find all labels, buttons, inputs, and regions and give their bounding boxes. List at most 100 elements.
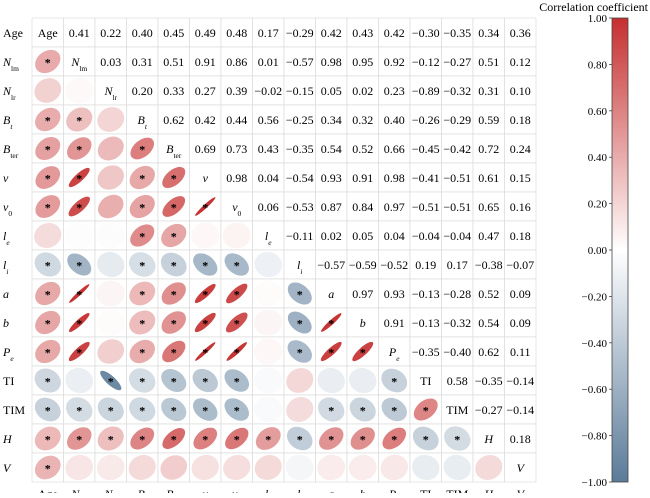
significance-marker: * bbox=[297, 288, 303, 302]
matrix-cell: * bbox=[126, 278, 159, 309]
matrix-cell: * bbox=[94, 394, 127, 425]
correlation-ellipse bbox=[192, 368, 218, 393]
cell-border bbox=[283, 75, 316, 106]
correlation-ellipse bbox=[412, 426, 439, 451]
matrix-cell: * bbox=[346, 336, 379, 367]
correlation-ellipse bbox=[317, 454, 346, 481]
matrix-cell: 0.97 bbox=[378, 191, 411, 222]
correlation-ellipse bbox=[193, 427, 218, 450]
significance-marker: * bbox=[45, 56, 51, 70]
matrix-cell bbox=[252, 452, 285, 483]
matrix-cell: * bbox=[63, 191, 96, 222]
coefficient-value: 0.45 bbox=[163, 26, 184, 40]
correlation-ellipse bbox=[191, 454, 219, 481]
cell-border bbox=[504, 104, 537, 135]
correlation-ellipse bbox=[128, 455, 156, 480]
matrix-cell: 0.97 bbox=[346, 278, 379, 309]
row-label: H bbox=[2, 432, 13, 446]
column-label: Nlr bbox=[103, 487, 117, 493]
row-label: Nlr bbox=[2, 84, 16, 102]
significance-marker: * bbox=[139, 230, 145, 244]
matrix-cell: 0.44 bbox=[220, 104, 253, 135]
matrix-cell: 0.19 bbox=[409, 249, 442, 280]
correlation-ellipse bbox=[34, 397, 61, 422]
significance-marker: * bbox=[76, 404, 82, 418]
matrix-cell: 0.33 bbox=[157, 75, 190, 106]
coefficient-value: 0.40 bbox=[384, 113, 405, 127]
coefficient-value: 0.42 bbox=[384, 26, 405, 40]
significance-marker: * bbox=[234, 375, 240, 389]
cell-border bbox=[441, 336, 474, 367]
row-label: Pe bbox=[2, 345, 14, 363]
correlation-ellipse bbox=[382, 427, 407, 450]
matrix-cell: * bbox=[189, 249, 222, 280]
cell-border bbox=[315, 249, 348, 280]
matrix-cell: 0.43 bbox=[346, 17, 379, 48]
matrix-cell bbox=[283, 452, 316, 483]
matrix-cell: a bbox=[315, 278, 348, 309]
matrix-cell: * bbox=[157, 162, 190, 193]
coefficient-value: 0.87 bbox=[321, 200, 342, 214]
matrix-cell: −0.07 bbox=[504, 249, 537, 280]
coefficient-value: 0.73 bbox=[226, 142, 247, 156]
coefficient-value: 0.03 bbox=[100, 55, 121, 69]
correlation-ellipse bbox=[381, 368, 408, 393]
matrix-cell: * bbox=[126, 220, 159, 251]
significance-marker: * bbox=[391, 433, 397, 447]
cell-border bbox=[220, 46, 253, 77]
cell-border bbox=[283, 249, 316, 280]
correlation-ellipse bbox=[35, 166, 61, 189]
correlation-ellipse bbox=[129, 368, 156, 393]
column-label: V bbox=[517, 487, 526, 493]
correlation-ellipse bbox=[161, 368, 187, 393]
matrix-cell: * bbox=[315, 394, 348, 425]
significance-marker: * bbox=[139, 375, 145, 389]
correlation-ellipse bbox=[254, 396, 283, 423]
diagonal-label: v0 bbox=[232, 200, 241, 218]
matrix-cell: * bbox=[126, 307, 159, 338]
matrix-cell bbox=[94, 249, 127, 280]
matrix-cell: 0.73 bbox=[220, 133, 253, 164]
cell-border bbox=[504, 278, 537, 309]
correlation-ellipse bbox=[34, 368, 61, 393]
correlation-ellipse bbox=[161, 311, 186, 334]
significance-marker: * bbox=[171, 317, 177, 331]
cell-border bbox=[189, 17, 222, 48]
correlation-ellipse bbox=[226, 283, 248, 304]
significance-marker: * bbox=[45, 259, 51, 273]
correlation-ellipse bbox=[66, 107, 93, 132]
cell-border bbox=[409, 220, 442, 251]
significance-marker: * bbox=[171, 404, 177, 418]
matrix-cell: −0.04 bbox=[441, 220, 474, 251]
correlation-ellipse bbox=[226, 342, 247, 361]
cell-border bbox=[409, 104, 442, 135]
correlation-ellipse bbox=[254, 280, 283, 307]
coefficient-value: 0.05 bbox=[352, 229, 373, 243]
coefficient-value: 0.32 bbox=[352, 113, 373, 127]
column-label: Bter bbox=[166, 487, 182, 493]
matrix-cell bbox=[63, 452, 96, 483]
correlation-ellipse bbox=[349, 367, 377, 394]
coefficient-value: 0.51 bbox=[163, 55, 184, 69]
coefficient-value: 0.44 bbox=[226, 113, 247, 127]
cell-border bbox=[409, 191, 442, 222]
matrix-cell: * bbox=[315, 307, 348, 338]
correlation-ellipse bbox=[254, 367, 283, 394]
matrix-cell: 0.11 bbox=[504, 336, 537, 367]
matrix-cell: 0.42 bbox=[315, 17, 348, 48]
matrix-cell: 0.66 bbox=[378, 133, 411, 164]
significance-marker: * bbox=[202, 201, 208, 215]
matrix-cell bbox=[252, 365, 285, 396]
cell-border bbox=[504, 17, 537, 48]
correlation-ellipse bbox=[129, 397, 156, 422]
matrix-cell: V bbox=[504, 452, 537, 483]
significance-marker: * bbox=[45, 114, 51, 128]
coefficient-value: 0.98 bbox=[226, 171, 247, 185]
cell-border bbox=[283, 104, 316, 135]
correlation-ellipse bbox=[191, 222, 220, 249]
colorbar-tick-label: 0.60 bbox=[588, 106, 608, 118]
coefficient-value: −0.53 bbox=[286, 200, 314, 214]
matrix-cell: 0.45 bbox=[157, 17, 190, 48]
cell-border bbox=[472, 75, 505, 106]
cell-border bbox=[409, 336, 442, 367]
